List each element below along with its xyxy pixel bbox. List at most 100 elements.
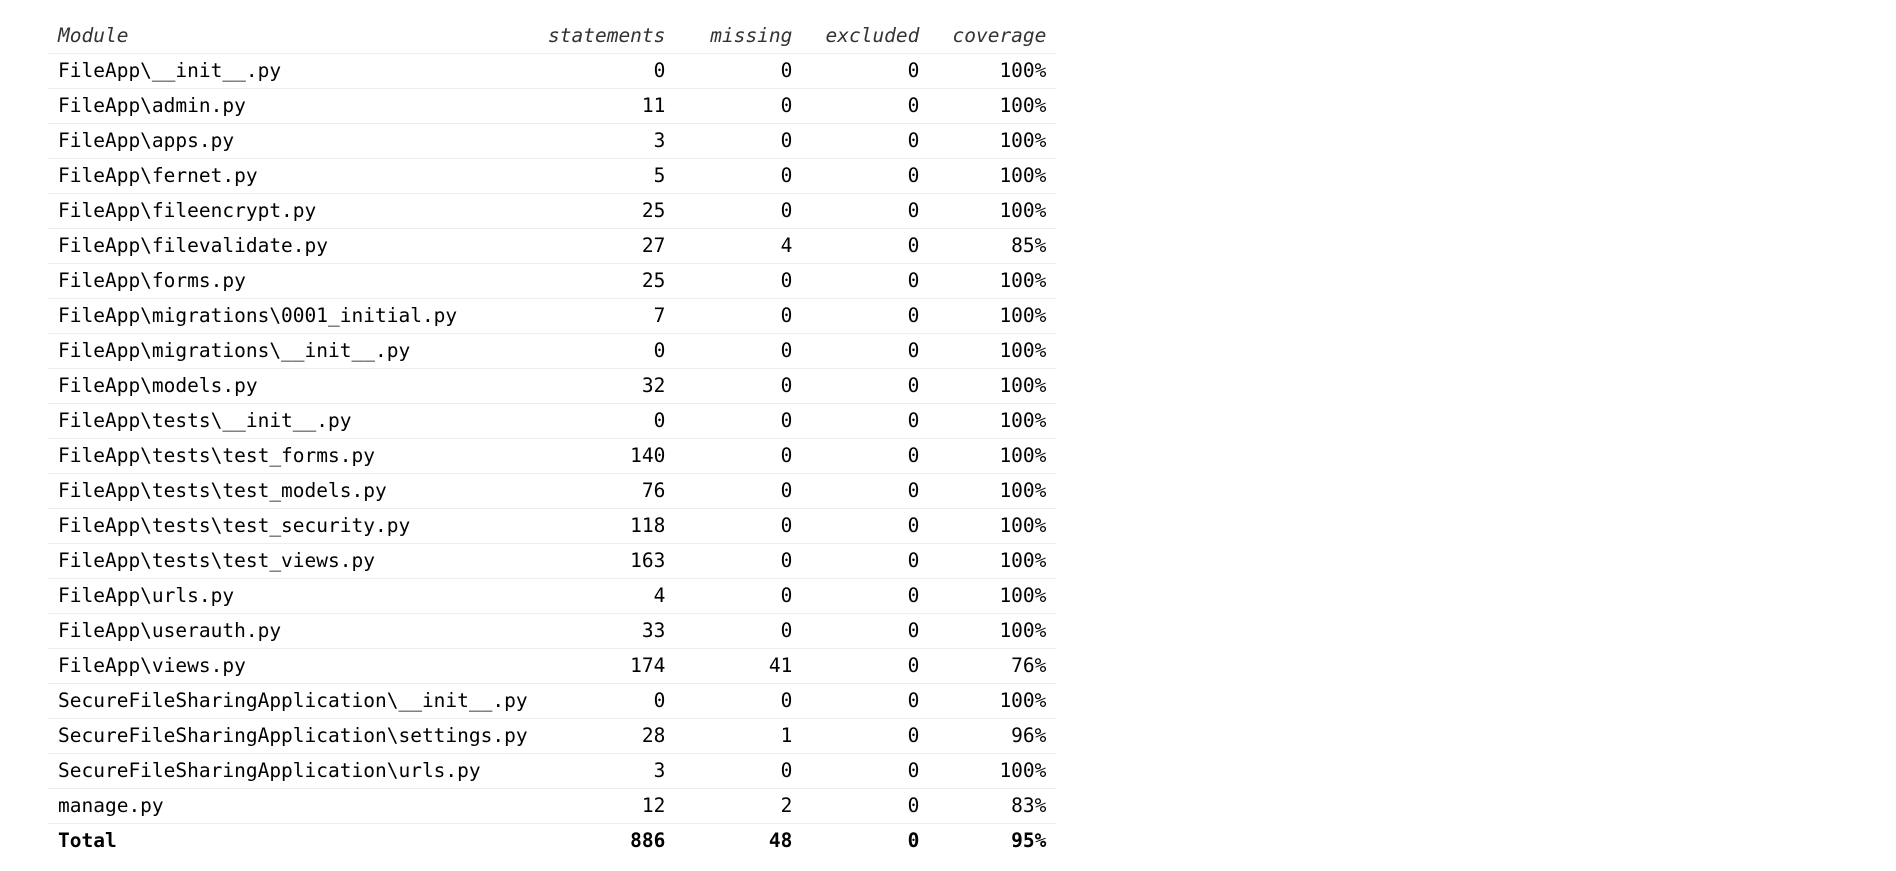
column-header-statements[interactable]: statements: [538, 18, 676, 54]
coverage-cell: 100%: [929, 438, 1057, 474]
coverage-cell: 100%: [929, 543, 1057, 579]
module-name-cell[interactable]: FileApp\tests\__init__.py: [48, 403, 538, 439]
table-row: FileApp\filevalidate.py 27 4 0 85%: [48, 228, 1057, 264]
excluded-cell: 0: [802, 123, 930, 159]
module-name-cell[interactable]: FileApp\__init__.py: [48, 53, 538, 89]
missing-cell: 0: [675, 473, 803, 509]
module-name-cell[interactable]: FileApp\admin.py: [48, 88, 538, 124]
total-label: Total: [58, 829, 117, 853]
missing-cell: 0: [675, 753, 803, 789]
excluded-cell: 0: [802, 438, 930, 474]
statements-cell: 33: [538, 613, 676, 649]
statements-cell: 174: [538, 648, 676, 684]
module-name-cell[interactable]: FileApp\views.py: [48, 648, 538, 684]
coverage-cell: 83%: [929, 788, 1057, 824]
excluded-cell: 0: [802, 368, 930, 404]
table-row: FileApp\__init__.py 0 0 0 100%: [48, 53, 1057, 89]
missing-cell: 0: [675, 158, 803, 194]
column-header-excluded[interactable]: excluded: [802, 18, 930, 54]
excluded-cell: 0: [802, 88, 930, 124]
header-row: Module statements missing excluded cover…: [48, 18, 1057, 54]
table-row: FileApp\migrations\0001_initial.py 7 0 0 100…: [48, 298, 1057, 334]
missing-cell: 4: [675, 228, 803, 264]
coverage-cell: 100%: [929, 368, 1057, 404]
missing-cell: 0: [675, 263, 803, 299]
table-body: FileApp\__init__.py 0 0 0 100% FileApp\admin.…: [48, 53, 1057, 824]
table-row: FileApp\tests\test_views.py 163 0 0 100%: [48, 543, 1057, 579]
table-row: FileApp\models.py 32 0 0 100%: [48, 368, 1057, 404]
coverage-cell: 100%: [929, 508, 1057, 544]
table-row: FileApp\forms.py 25 0 0 100%: [48, 263, 1057, 299]
table-row: FileApp\views.py 174 41 0 76%: [48, 648, 1057, 684]
coverage-cell: 96%: [929, 718, 1057, 754]
statements-cell: 12: [538, 788, 676, 824]
module-name-cell[interactable]: FileApp\urls.py: [48, 578, 538, 614]
table-row: FileApp\userauth.py 33 0 0 100%: [48, 613, 1057, 649]
module-name-cell[interactable]: FileApp\tests\test_forms.py: [48, 438, 538, 474]
module-name-cell[interactable]: SecureFileSharingApplication\__init__.py: [48, 683, 538, 719]
module-name-cell[interactable]: FileApp\tests\test_views.py: [48, 543, 538, 579]
module-name-cell[interactable]: manage.py: [48, 788, 538, 824]
table-row: FileApp\tests\test_forms.py 140 0 0 100%: [48, 438, 1057, 474]
excluded-cell: 0: [802, 753, 930, 789]
missing-cell: 2: [675, 788, 803, 824]
missing-cell: 0: [675, 403, 803, 439]
coverage-cell: 100%: [929, 88, 1057, 124]
column-header-module[interactable]: Module: [48, 18, 538, 54]
table-row: FileApp\tests\test_models.py 76 0 0 100%: [48, 473, 1057, 509]
excluded-cell: 0: [802, 578, 930, 614]
excluded-cell: 0: [802, 508, 930, 544]
module-name-cell[interactable]: FileApp\models.py: [48, 368, 538, 404]
missing-cell: 0: [675, 613, 803, 649]
module-name-cell[interactable]: FileApp\migrations\0001_initial.py: [48, 298, 538, 334]
total-statements: 886: [630, 829, 666, 853]
statements-cell: 140: [538, 438, 676, 474]
missing-cell: 0: [675, 508, 803, 544]
table-row: FileApp\urls.py 4 0 0 100%: [48, 578, 1057, 614]
statements-cell: 118: [538, 508, 676, 544]
column-header-coverage[interactable]: coverage: [929, 18, 1057, 54]
module-name-cell[interactable]: SecureFileSharingApplication\settings.py: [48, 718, 538, 754]
module-name-cell[interactable]: FileApp\fileencrypt.py: [48, 193, 538, 229]
statements-cell: 0: [538, 683, 676, 719]
module-name-cell[interactable]: FileApp\tests\test_models.py: [48, 473, 538, 509]
table-footer: Total 886 48 0 95%: [48, 823, 1056, 858]
module-name-cell[interactable]: FileApp\migrations\__init__.py: [48, 333, 538, 369]
total-row: Total 886 48 0 95%: [48, 823, 1056, 858]
coverage-cell: 85%: [929, 228, 1057, 264]
missing-cell: 0: [675, 543, 803, 579]
statements-cell: 4: [538, 578, 676, 614]
column-header-missing[interactable]: missing: [675, 18, 803, 54]
statements-cell: 5: [538, 158, 676, 194]
table-row: SecureFileSharingApplication\urls.py 3 0 0 1…: [48, 753, 1057, 789]
module-name-cell[interactable]: FileApp\filevalidate.py: [48, 228, 538, 264]
module-name-cell[interactable]: FileApp\forms.py: [48, 263, 538, 299]
coverage-cell: 76%: [929, 648, 1057, 684]
coverage-cell: 100%: [929, 473, 1057, 509]
excluded-cell: 0: [802, 298, 930, 334]
statements-cell: 163: [538, 543, 676, 579]
total-coverage: 95%: [1011, 829, 1047, 853]
missing-cell: 0: [675, 438, 803, 474]
table-row: FileApp\fileencrypt.py 25 0 0 100%: [48, 193, 1057, 229]
table-row: SecureFileSharingApplication\settings.py…: [48, 718, 1057, 754]
total-missing: 48: [768, 829, 793, 853]
module-name-cell[interactable]: FileApp\userauth.py: [48, 613, 538, 649]
module-name-cell[interactable]: FileApp\apps.py: [48, 123, 538, 159]
missing-cell: 0: [675, 683, 803, 719]
excluded-cell: 0: [802, 333, 930, 369]
table-row: manage.py 12 2 0 83%: [48, 788, 1057, 824]
excluded-cell: 0: [802, 718, 930, 754]
table-row: SecureFileSharingApplication\__init__.py…: [48, 683, 1057, 719]
coverage-cell: 100%: [929, 193, 1057, 229]
missing-cell: 1: [675, 718, 803, 754]
missing-cell: 0: [675, 368, 803, 404]
excluded-cell: 0: [802, 473, 930, 509]
module-name-cell[interactable]: SecureFileSharingApplication\urls.py: [48, 753, 538, 789]
missing-cell: 41: [675, 648, 803, 684]
statements-cell: 0: [538, 53, 676, 89]
module-name-cell[interactable]: FileApp\tests\test_security.py: [48, 508, 538, 544]
excluded-cell: 0: [802, 543, 930, 579]
module-name-cell[interactable]: FileApp\fernet.py: [48, 158, 538, 194]
coverage-cell: 100%: [929, 263, 1057, 299]
